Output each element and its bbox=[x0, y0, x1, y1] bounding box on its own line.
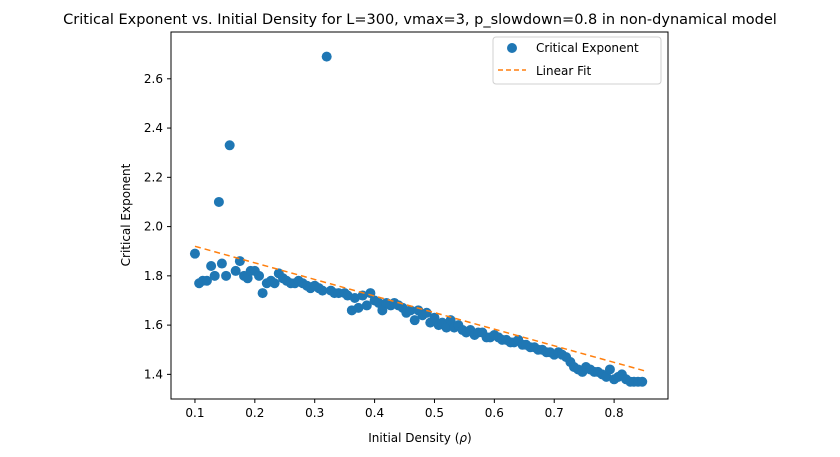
scatter-point bbox=[230, 265, 241, 276]
scatter-point bbox=[373, 297, 384, 308]
scatter-point bbox=[216, 258, 227, 269]
scatter-point bbox=[604, 364, 615, 375]
legend-frame bbox=[492, 36, 662, 85]
scatter-point bbox=[637, 376, 648, 387]
scatter-point bbox=[224, 140, 235, 151]
y-tick-label: 2.6 bbox=[144, 72, 163, 86]
chart-title: Critical Exponent vs. Initial Density fo… bbox=[63, 12, 777, 28]
x-tick-label: 0.1 bbox=[185, 406, 204, 420]
scatter-point bbox=[601, 371, 612, 382]
scatter-point bbox=[317, 285, 328, 296]
plot-area: 0.1 0.2 0.3 0.4 0.5 0.6 0.7 0.8 1.4 1.6 1.8 2.0 2.2… bbox=[144, 31, 669, 420]
y-axis-label: Critical Exponent bbox=[119, 163, 133, 266]
linear-fit-line bbox=[194, 245, 645, 372]
x-tick-label: 0.8 bbox=[605, 406, 624, 420]
x-tick-label: 0.5 bbox=[425, 406, 444, 420]
x-tick-label: 0.6 bbox=[485, 406, 504, 420]
scatter-point bbox=[269, 278, 280, 289]
fit-line-segment bbox=[194, 245, 645, 372]
y-tick-label: 1.6 bbox=[144, 318, 163, 332]
x-tick-label: 0.3 bbox=[305, 406, 324, 420]
scatter-point bbox=[361, 300, 372, 311]
legend-marker-critical-exponent bbox=[507, 43, 517, 53]
scatter-points bbox=[189, 51, 648, 387]
y-tick-label: 2.0 bbox=[144, 220, 163, 234]
scatter-point bbox=[445, 315, 456, 326]
scatter-point bbox=[405, 305, 416, 316]
scatter-point bbox=[429, 312, 440, 323]
scatter-point bbox=[349, 293, 360, 304]
scatter-point bbox=[201, 275, 212, 286]
x-tick-label: 0.4 bbox=[365, 406, 384, 420]
y-tick-label: 1.4 bbox=[144, 367, 163, 381]
scatter-point bbox=[321, 51, 332, 62]
x-axis-label: Initial Density (ρ) bbox=[368, 431, 471, 445]
scatter-point bbox=[254, 270, 265, 281]
scatter-point bbox=[409, 315, 420, 326]
y-tick-label: 2.2 bbox=[144, 170, 163, 184]
legend: Critical Exponent Linear Fit bbox=[492, 36, 662, 85]
scatter-point bbox=[257, 288, 268, 299]
scatter-point bbox=[221, 270, 232, 281]
axes-frame bbox=[170, 31, 669, 400]
y-tick-label: 1.8 bbox=[144, 269, 163, 283]
scatter-point bbox=[377, 305, 388, 316]
legend-label-critical-exponent: Critical Exponent bbox=[536, 41, 639, 55]
scatter-point bbox=[206, 260, 217, 271]
scatter-point bbox=[357, 290, 368, 301]
x-axis-ticks: 0.1 0.2 0.3 0.4 0.5 0.6 0.7 0.8 bbox=[185, 399, 624, 420]
scatter-point bbox=[421, 307, 432, 318]
legend-label-linear-fit: Linear Fit bbox=[536, 64, 591, 78]
scatter-point bbox=[353, 302, 364, 313]
x-tick-label: 0.7 bbox=[545, 406, 564, 420]
scatter-point bbox=[441, 322, 452, 333]
scatter-point bbox=[209, 270, 220, 281]
scatter-point bbox=[213, 196, 224, 207]
scatter-point bbox=[189, 248, 200, 259]
y-axis-ticks: 1.4 1.6 1.8 2.0 2.2 2.4 2.6 bbox=[144, 72, 171, 381]
y-tick-label: 2.4 bbox=[144, 121, 163, 135]
x-tick-label: 0.2 bbox=[245, 406, 264, 420]
